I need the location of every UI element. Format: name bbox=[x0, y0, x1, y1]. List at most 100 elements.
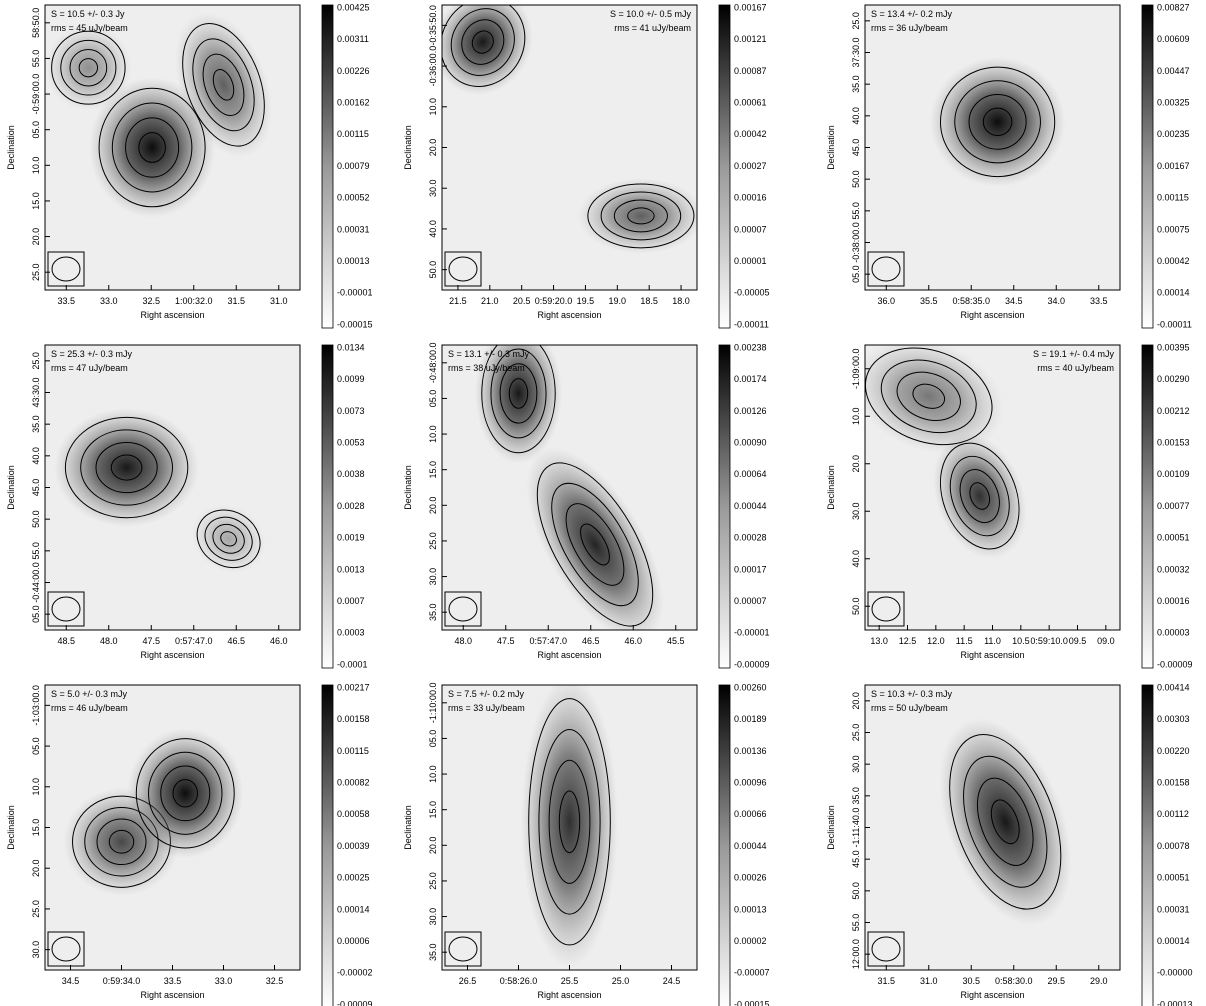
colorbar-label: 0.00001 bbox=[734, 256, 767, 266]
x-tick-label: 33.0 bbox=[215, 976, 233, 986]
x-tick-label: 32.5 bbox=[266, 976, 284, 986]
colorbar-label: 0.00014 bbox=[337, 904, 370, 914]
colorbar-label: 0.00112 bbox=[1157, 809, 1189, 819]
y-axis-title: Declination bbox=[6, 465, 16, 510]
x-tick-label: 24.5 bbox=[663, 976, 681, 986]
x-tick-label: 46.0 bbox=[624, 636, 642, 646]
rms-label: rms = 47 uJy/beam bbox=[51, 363, 128, 373]
contour bbox=[96, 818, 147, 866]
rms-label: rms = 36 uJy/beam bbox=[871, 23, 948, 33]
x-tick-label: 20.5 bbox=[513, 296, 531, 306]
x-tick-label: 34.0 bbox=[1047, 296, 1065, 306]
x-axis-title: Right ascension bbox=[960, 650, 1024, 660]
y-tick-label: 15.0 bbox=[31, 192, 41, 210]
flux-label: S = 13.4 +/- 0.2 mJy bbox=[871, 9, 953, 19]
colorbar-label: 0.00002 bbox=[734, 936, 767, 946]
y-tick-label: 20.0 bbox=[31, 228, 41, 246]
panel: S = 7.5 +/- 0.2 mJy rms = 33 uJy/beam 26.5… bbox=[403, 682, 770, 1006]
y-tick-label: 05.0 bbox=[31, 737, 41, 755]
colorbar-label: 0.00303 bbox=[1157, 714, 1190, 724]
beam bbox=[51, 256, 81, 282]
flux-label: S = 10.5 +/- 0.3 Jy bbox=[51, 9, 125, 19]
colorbar-label: 0.00136 bbox=[734, 746, 767, 756]
y-tick-label: 10.0 bbox=[428, 765, 438, 783]
contour bbox=[949, 455, 1010, 537]
contour bbox=[627, 207, 655, 225]
rms-label: rms = 33 uJy/beam bbox=[448, 703, 525, 713]
contour bbox=[912, 383, 946, 409]
colorbar-label: -0.00005 bbox=[734, 288, 770, 298]
contour bbox=[954, 80, 1041, 164]
colorbar-label: 0.00017 bbox=[734, 564, 767, 574]
colorbar-label: 0.00167 bbox=[1157, 161, 1190, 171]
colorbar-label: -0.00011 bbox=[734, 319, 769, 329]
colorbar-label: 0.00044 bbox=[734, 501, 767, 511]
beam bbox=[448, 256, 478, 282]
y-tick-label: 55.0 bbox=[31, 50, 41, 68]
colorbar-label: 0.00025 bbox=[337, 873, 370, 883]
contour bbox=[982, 107, 1013, 137]
contour bbox=[172, 779, 198, 808]
colorbar-label: 0.00158 bbox=[337, 714, 370, 724]
flux-label: S = 10.3 +/- 0.3 mJy bbox=[871, 689, 953, 699]
colorbar-label: 0.00032 bbox=[1157, 564, 1190, 574]
y-tick-label: 20.0 bbox=[428, 837, 438, 855]
y-axis-title: Declination bbox=[826, 465, 836, 510]
colorbar-label: 0.00447 bbox=[1157, 66, 1190, 76]
x-tick-label: 31.5 bbox=[877, 976, 895, 986]
colorbar-label: 0.0073 bbox=[337, 406, 365, 416]
x-tick-label: 19.5 bbox=[577, 296, 595, 306]
colorbar bbox=[1141, 344, 1154, 669]
colorbar-label: 0.00096 bbox=[734, 777, 767, 787]
colorbar-label: 0.00115 bbox=[337, 746, 369, 756]
y-tick-label: 10.0 bbox=[31, 157, 41, 175]
colorbar-label: -0.0001 bbox=[337, 659, 368, 669]
beam bbox=[448, 596, 478, 622]
y-tick-label: 35.0 bbox=[851, 75, 861, 93]
colorbar-label: 0.00290 bbox=[1157, 374, 1190, 384]
contour bbox=[64, 416, 189, 519]
x-tick-label: 0:58:26.0 bbox=[500, 976, 538, 986]
colorbar-label: 0.00042 bbox=[1157, 256, 1190, 266]
y-tick-label: 55.0 bbox=[31, 542, 41, 560]
y-tick-label: 40.0 bbox=[851, 550, 861, 568]
colorbar-label: 0.00425 bbox=[337, 2, 370, 12]
contour bbox=[51, 30, 126, 105]
colorbar-label: -0.00009 bbox=[337, 999, 373, 1006]
beam-box bbox=[444, 251, 482, 287]
y-tick-label: 10.0 bbox=[851, 407, 861, 425]
colorbar-label: -0.00009 bbox=[734, 659, 770, 669]
x-tick-label: 25.0 bbox=[612, 976, 630, 986]
x-tick-label: 0:59:34.0 bbox=[103, 976, 141, 986]
y-tick-label: 45.0 bbox=[31, 479, 41, 497]
colorbar-label: 0.00066 bbox=[734, 809, 767, 819]
emission bbox=[89, 77, 216, 218]
contour bbox=[587, 183, 695, 249]
y-tick-label: 10.0 bbox=[428, 98, 438, 116]
y-tick-label: -0:38:00.0 bbox=[851, 222, 861, 263]
contour bbox=[896, 371, 961, 421]
x-tick-label: 0:58:30.0 bbox=[995, 976, 1033, 986]
contour bbox=[110, 454, 143, 481]
y-tick-label: 35.0 bbox=[428, 603, 438, 621]
emission bbox=[53, 407, 200, 528]
colorbar-label: 0.00158 bbox=[1157, 777, 1190, 787]
x-tick-label: 21.0 bbox=[481, 296, 499, 306]
y-axis-title: Declination bbox=[826, 805, 836, 850]
contour bbox=[192, 38, 255, 132]
colorbar-label: 0.00028 bbox=[734, 533, 767, 543]
panel: S = 19.1 +/- 0.4 mJy rms = 40 uJy/beam 13.… bbox=[826, 342, 1193, 669]
colorbar-label: 0.00162 bbox=[337, 97, 370, 107]
contour bbox=[148, 751, 223, 835]
y-tick-label: 40.0 bbox=[851, 107, 861, 125]
colorbar-label: 0.00217 bbox=[337, 682, 370, 692]
colorbar-label: -0.00011 bbox=[1157, 319, 1192, 329]
x-tick-label: 31.0 bbox=[920, 976, 938, 986]
contour bbox=[125, 117, 180, 178]
y-tick-label: 40.0 bbox=[31, 447, 41, 465]
y-tick-label: 37:30.0 bbox=[851, 37, 861, 67]
panel: S = 10.0 +/- 0.5 mJy rms = 41 uJy/beam 21.… bbox=[403, 2, 770, 329]
flux-label: S = 7.5 +/- 0.2 mJy bbox=[448, 689, 525, 699]
image bbox=[929, 56, 1066, 187]
x-tick-label: 34.5 bbox=[62, 976, 80, 986]
